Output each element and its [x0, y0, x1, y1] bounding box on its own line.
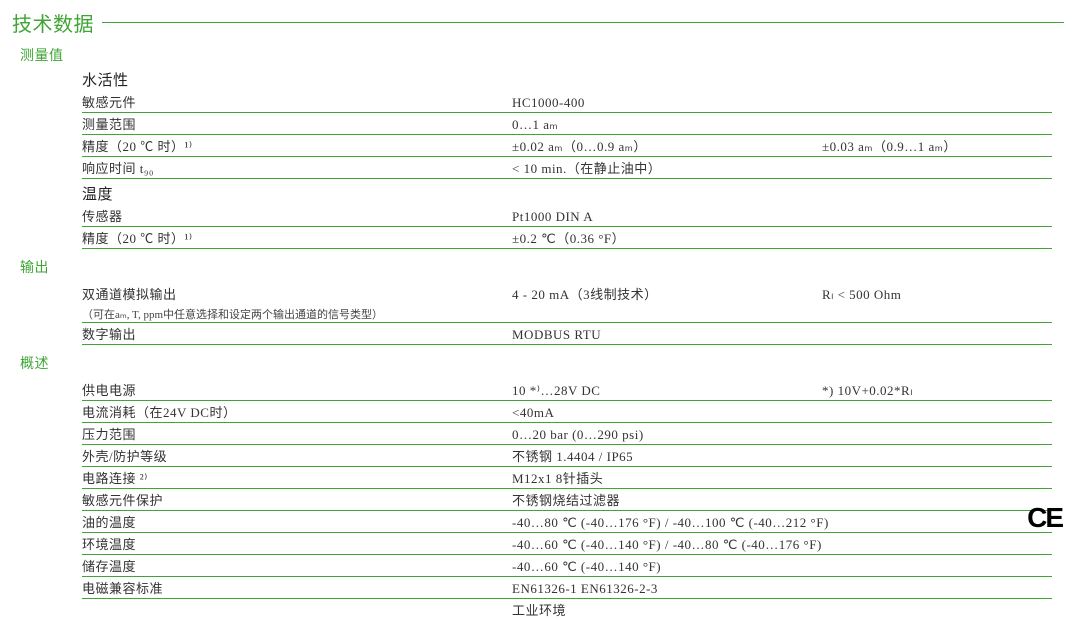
output-note: （可在aₘ, T, ppm中任意选择和设定两个输出通道的信号类型） — [82, 306, 1064, 322]
row-value: <40mA — [512, 405, 822, 421]
table-row: 压力范围 0…20 bar (0…290 psi) — [82, 423, 1052, 445]
table-row: 响应时间 t₉₀ < 10 min.（在静止油中） — [82, 157, 1052, 179]
table-row: 环境温度 -40…60 ℃ (-40…140 °F) / -40…80 ℃ (-… — [82, 533, 1052, 555]
row-label: 敏感元件保护 — [82, 490, 512, 509]
row-label: 精度（20 ℃ 时）¹⁾ — [82, 228, 512, 247]
row-label: 环境温度 — [82, 534, 512, 553]
row-label: 精度（20 ℃ 时）¹⁾ — [82, 136, 512, 155]
row-value: EN61326-1 EN61326-2-3 — [512, 581, 822, 597]
table-row: 数字输出 MODBUS RTU — [82, 323, 1052, 345]
table-row: 电路连接 ²⁾ M12x1 8针插头 — [82, 467, 1052, 489]
group-temp-title: 温度 — [82, 183, 1064, 204]
table-row: 储存温度 -40…60 ℃ (-40…140 °F) — [82, 555, 1052, 577]
row-label: 油的温度 — [82, 512, 512, 531]
row-value: Pt1000 DIN A — [512, 209, 822, 225]
table-row: 测量范围 0…1 aₘ — [82, 113, 1052, 135]
row-label: 电路连接 ²⁾ — [82, 468, 512, 487]
page-title-row: 技术数据 — [12, 8, 1064, 37]
row-label: 测量范围 — [82, 114, 512, 133]
table-row: 供电电源 10 *⁾…28V DC *) 10V+0.02*Rₗ — [82, 379, 1052, 401]
row-value2: *) 10V+0.02*Rₗ — [822, 383, 1052, 399]
row-value: ±0.02 aₘ（0…0.9 aₘ） — [512, 136, 822, 155]
row-value: ±0.2 ℃（0.36 °F） — [512, 228, 822, 247]
row-value: 不锈钢 1.4404 / IP65 — [512, 446, 822, 465]
rows-water: 敏感元件 HC1000-400 测量范围 0…1 aₘ 精度（20 ℃ 时）¹⁾… — [82, 91, 1052, 179]
row-label: 响应时间 t₉₀ — [82, 158, 512, 177]
row-value: HC1000-400 — [512, 95, 822, 111]
ce-mark-icon: CE — [1027, 502, 1062, 534]
title-rule — [102, 22, 1064, 23]
row-label: 外壳/防护等级 — [82, 446, 512, 465]
row-value2: Rₗ < 500 Ohm — [822, 287, 1052, 303]
table-row: 外壳/防护等级 不锈钢 1.4404 / IP65 — [82, 445, 1052, 467]
group-water-title: 水活性 — [82, 69, 1064, 90]
row-label: 敏感元件 — [82, 92, 512, 111]
rows-temp: 传感器 Pt1000 DIN A 精度（20 ℃ 时）¹⁾ ±0.2 ℃（0.3… — [82, 205, 1052, 249]
row-value: < 10 min.（在静止油中） — [512, 158, 822, 177]
row-value: 4 - 20 mA（3线制技术） — [512, 284, 822, 303]
rows-general: 供电电源 10 *⁾…28V DC *) 10V+0.02*Rₗ 电流消耗（在2… — [82, 379, 1052, 620]
row-label: 传感器 — [82, 206, 512, 225]
row-label: 电磁兼容标准 — [82, 578, 512, 597]
table-row: 油的温度 -40…80 ℃ (-40…176 °F) / -40…100 ℃ (… — [82, 511, 1052, 533]
row-value: 工业环境 — [512, 600, 822, 619]
row-label: 压力范围 — [82, 424, 512, 443]
table-row: 双通道模拟输出 4 - 20 mA（3线制技术） Rₗ < 500 Ohm — [82, 283, 1052, 304]
row-value: 10 *⁾…28V DC — [512, 383, 822, 399]
table-row: 电磁兼容标准 EN61326-1 EN61326-2-3 — [82, 577, 1052, 599]
row-value: -40…60 ℃ (-40…140 °F) — [512, 559, 822, 575]
table-row: 工业环境 — [82, 599, 1052, 620]
table-row: 精度（20 ℃ 时）¹⁾ ±0.2 ℃（0.36 °F） — [82, 227, 1052, 249]
row-value2: ±0.03 aₘ（0.9…1 aₘ） — [822, 136, 1052, 155]
section-measured-label: 测量值 — [20, 45, 1064, 65]
table-row: 敏感元件 HC1000-400 — [82, 91, 1052, 113]
row-label: 电流消耗（在24V DC时） — [82, 402, 512, 421]
page-title: 技术数据 — [12, 8, 102, 37]
row-label: 储存温度 — [82, 556, 512, 575]
rows-output: 双通道模拟输出 4 - 20 mA（3线制技术） Rₗ < 500 Ohm — [82, 283, 1052, 304]
table-row: 精度（20 ℃ 时）¹⁾ ±0.02 aₘ（0…0.9 aₘ） ±0.03 aₘ… — [82, 135, 1052, 157]
row-label: 数字输出 — [82, 324, 512, 343]
row-value: M12x1 8针插头 — [512, 468, 822, 487]
row-label: 双通道模拟输出 — [82, 284, 512, 303]
row-value: MODBUS RTU — [512, 327, 822, 343]
section-output-label: 输出 — [20, 257, 1064, 277]
row-value: 不锈钢烧结过滤器 — [512, 490, 822, 509]
row-value: -40…80 ℃ (-40…176 °F) / -40…100 ℃ (-40…2… — [512, 515, 1052, 531]
row-value: 0…1 aₘ — [512, 117, 822, 133]
rows-output2: 数字输出 MODBUS RTU — [82, 322, 1052, 345]
table-row: 传感器 Pt1000 DIN A — [82, 205, 1052, 227]
row-value: -40…60 ℃ (-40…140 °F) / -40…80 ℃ (-40…17… — [512, 537, 1052, 553]
table-row: 敏感元件保护 不锈钢烧结过滤器 — [82, 489, 1052, 511]
table-row: 电流消耗（在24V DC时） <40mA — [82, 401, 1052, 423]
row-label: 供电电源 — [82, 380, 512, 399]
section-general-label: 概述 — [20, 353, 1064, 373]
row-value: 0…20 bar (0…290 psi) — [512, 427, 822, 443]
